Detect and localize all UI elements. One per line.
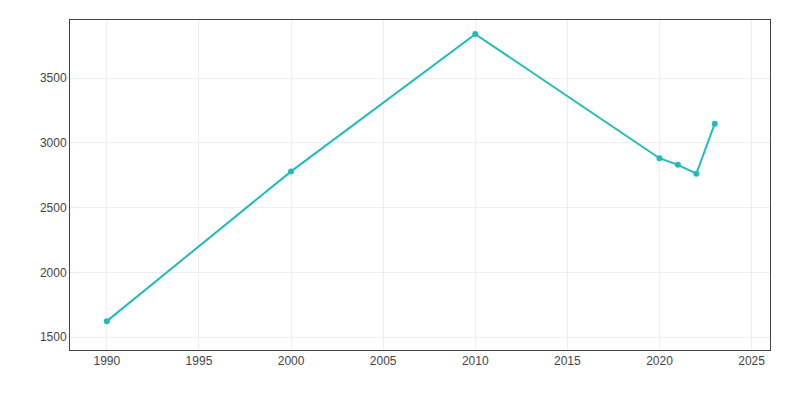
svg-text:1995: 1995 [186,354,213,368]
svg-text:2005: 2005 [370,354,397,368]
svg-text:2500: 2500 [40,201,67,215]
svg-text:2010: 2010 [462,354,489,368]
svg-text:3000: 3000 [40,136,67,150]
svg-text:2000: 2000 [278,354,305,368]
svg-text:1500: 1500 [40,330,67,344]
svg-text:2015: 2015 [554,354,581,368]
svg-text:3500: 3500 [40,71,67,85]
svg-text:2020: 2020 [646,354,673,368]
svg-text:2000: 2000 [40,266,67,280]
svg-text:1990: 1990 [93,354,120,368]
svg-text:2025: 2025 [738,354,765,368]
